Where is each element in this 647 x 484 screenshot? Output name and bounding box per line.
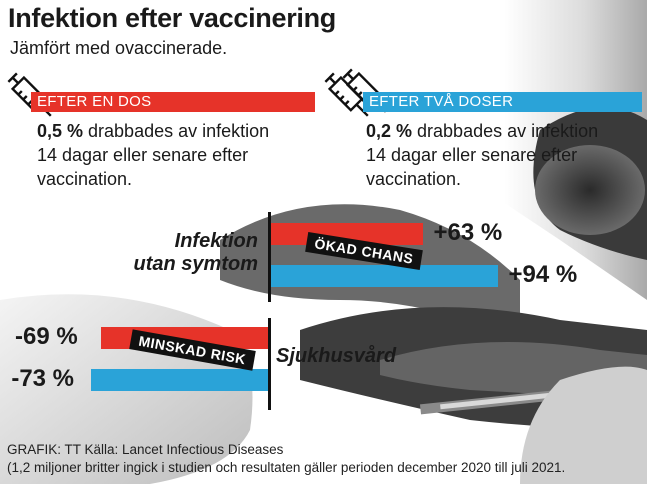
- value-label: -73 %: [11, 365, 75, 392]
- category-label: Sjukhusvård: [276, 345, 396, 368]
- two-doses-text: 0,2 % drabbades av infektion 14 dagar el…: [366, 119, 598, 191]
- one-dose-text: 0,5 % drabbades av infektion 14 dagar el…: [37, 119, 269, 191]
- two-doses-highlight: 0,2 %: [366, 121, 413, 141]
- double-syringe-icon: [324, 68, 387, 117]
- one-dose-line2: 14 dagar eller senare efter: [37, 145, 249, 165]
- value-label: +94 %: [508, 261, 578, 288]
- footer-note: (1,2 miljoner britter ingick i studien o…: [7, 460, 566, 475]
- value-label: -69 %: [15, 323, 78, 350]
- category-label-line: utan symtom: [133, 253, 258, 275]
- two-doses-line3: vaccination.: [366, 169, 462, 189]
- category-label-line: Infektion: [174, 230, 258, 252]
- two-doses-header-bar: EFTER TVÅ DOSER: [363, 92, 642, 112]
- axis-line: [268, 318, 271, 410]
- two-doses-label: EFTER TVÅ DOSER: [369, 93, 514, 110]
- one-dose-line1: drabbades av infektion: [83, 121, 270, 141]
- two-doses-line1: drabbades av infektion: [412, 121, 599, 141]
- two-doses-line2: 14 dagar eller senare efter: [366, 145, 578, 165]
- bar: [91, 369, 268, 391]
- axis-line: [268, 212, 271, 302]
- one-dose-highlight: 0,5 %: [37, 121, 84, 141]
- bar: [271, 265, 499, 287]
- chart-title: Infektion efter vaccinering: [8, 3, 336, 33]
- one-dose-header-bar: EFTER EN DOS: [31, 92, 315, 112]
- value-label: +63 %: [433, 219, 503, 246]
- one-dose-label: EFTER EN DOS: [37, 93, 152, 110]
- footer-source: GRAFIK: TT Källa: Lancet Infectious Dise…: [7, 442, 284, 457]
- category-label-line: Sjukhusvård: [276, 345, 397, 367]
- chart-subtitle: Jämfört med ovaccinerade.: [10, 38, 228, 58]
- one-dose-line3: vaccination.: [37, 169, 133, 189]
- category-label: Infektion utan symtom: [134, 230, 258, 276]
